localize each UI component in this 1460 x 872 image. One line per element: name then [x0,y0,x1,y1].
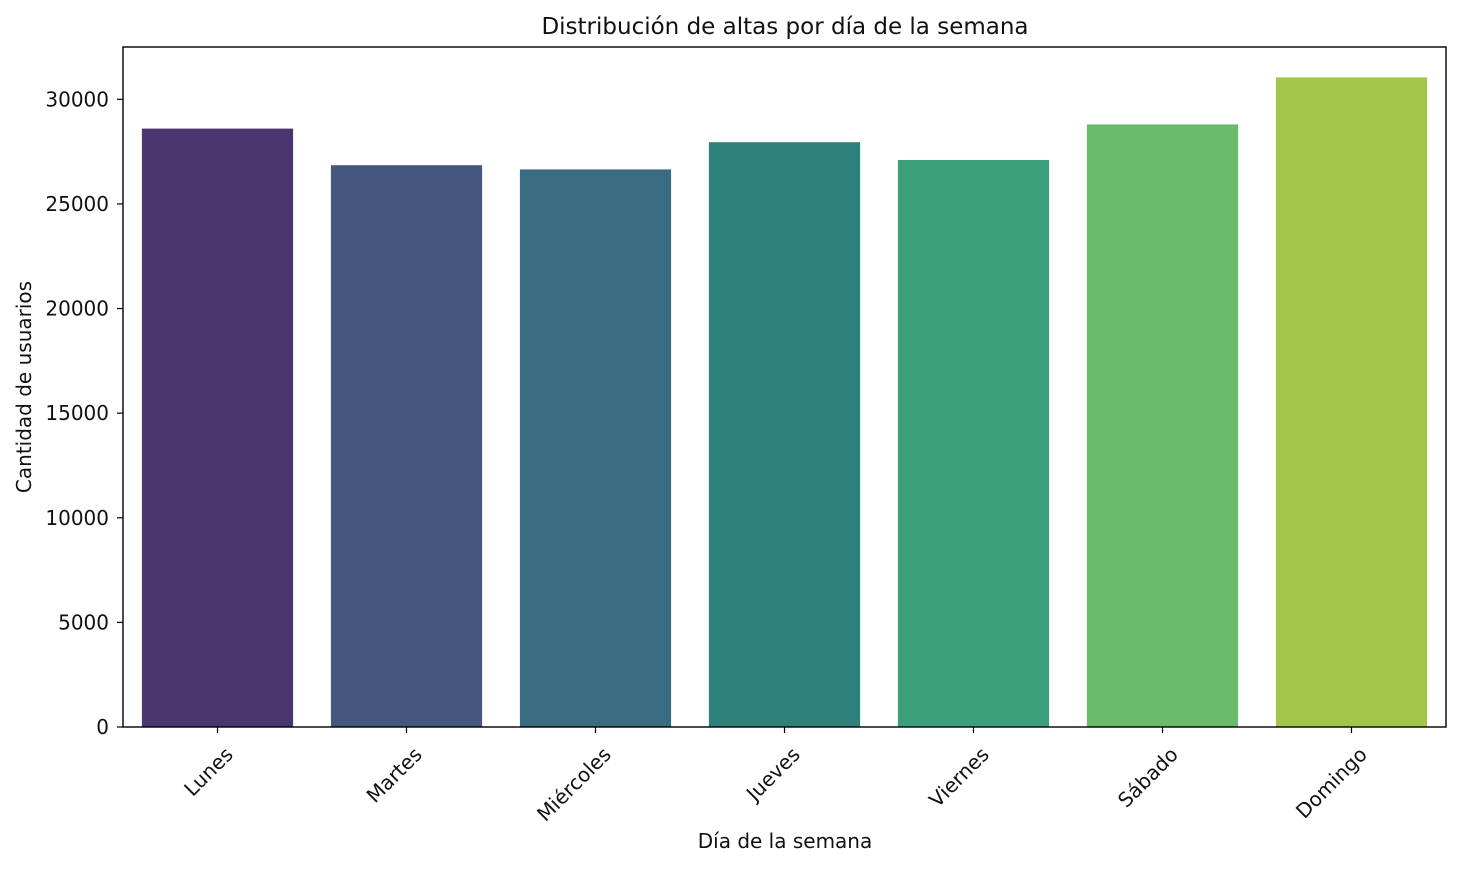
bar-martes [330,165,483,727]
x-axis-label: Día de la semana [698,829,873,853]
y-tick-label: 30000 [45,87,109,111]
x-tick-label: Sábado [1113,742,1183,812]
x-tick-label: Domingo [1291,742,1372,823]
y-axis-label: Cantidad de usuarios [12,281,36,493]
bar-sábado [1086,124,1239,727]
y-tick-label: 5000 [58,610,109,634]
y-tick-label: 25000 [45,192,109,216]
x-tick-label: Jueves [740,742,805,807]
bars-layer [141,77,1428,728]
x-tick-label: Lunes [179,742,238,801]
x-tick-label: Miércoles [532,742,616,826]
y-tick-label: 15000 [45,401,109,425]
x-axis: Lunes Martes Miércoles Jueves Viernes Sábado D… [179,727,1372,826]
bar-viernes [897,159,1050,727]
y-axis: 0 5000 10000 15000 20000 25000 30000 [45,87,123,739]
bar-jueves [708,142,861,727]
y-tick-label: 20000 [45,297,109,321]
plot-frame [122,46,1447,728]
y-tick-label: 0 [96,715,109,739]
x-tick-label: Martes [362,742,427,807]
y-tick-label: 10000 [45,506,109,530]
chart-title: Distribución de altas por día de la sema… [541,14,1028,40]
bar-lunes [141,128,294,728]
bar-domingo [1275,77,1428,728]
bar-miércoles [519,169,672,727]
x-tick-label: Viernes [924,742,994,812]
